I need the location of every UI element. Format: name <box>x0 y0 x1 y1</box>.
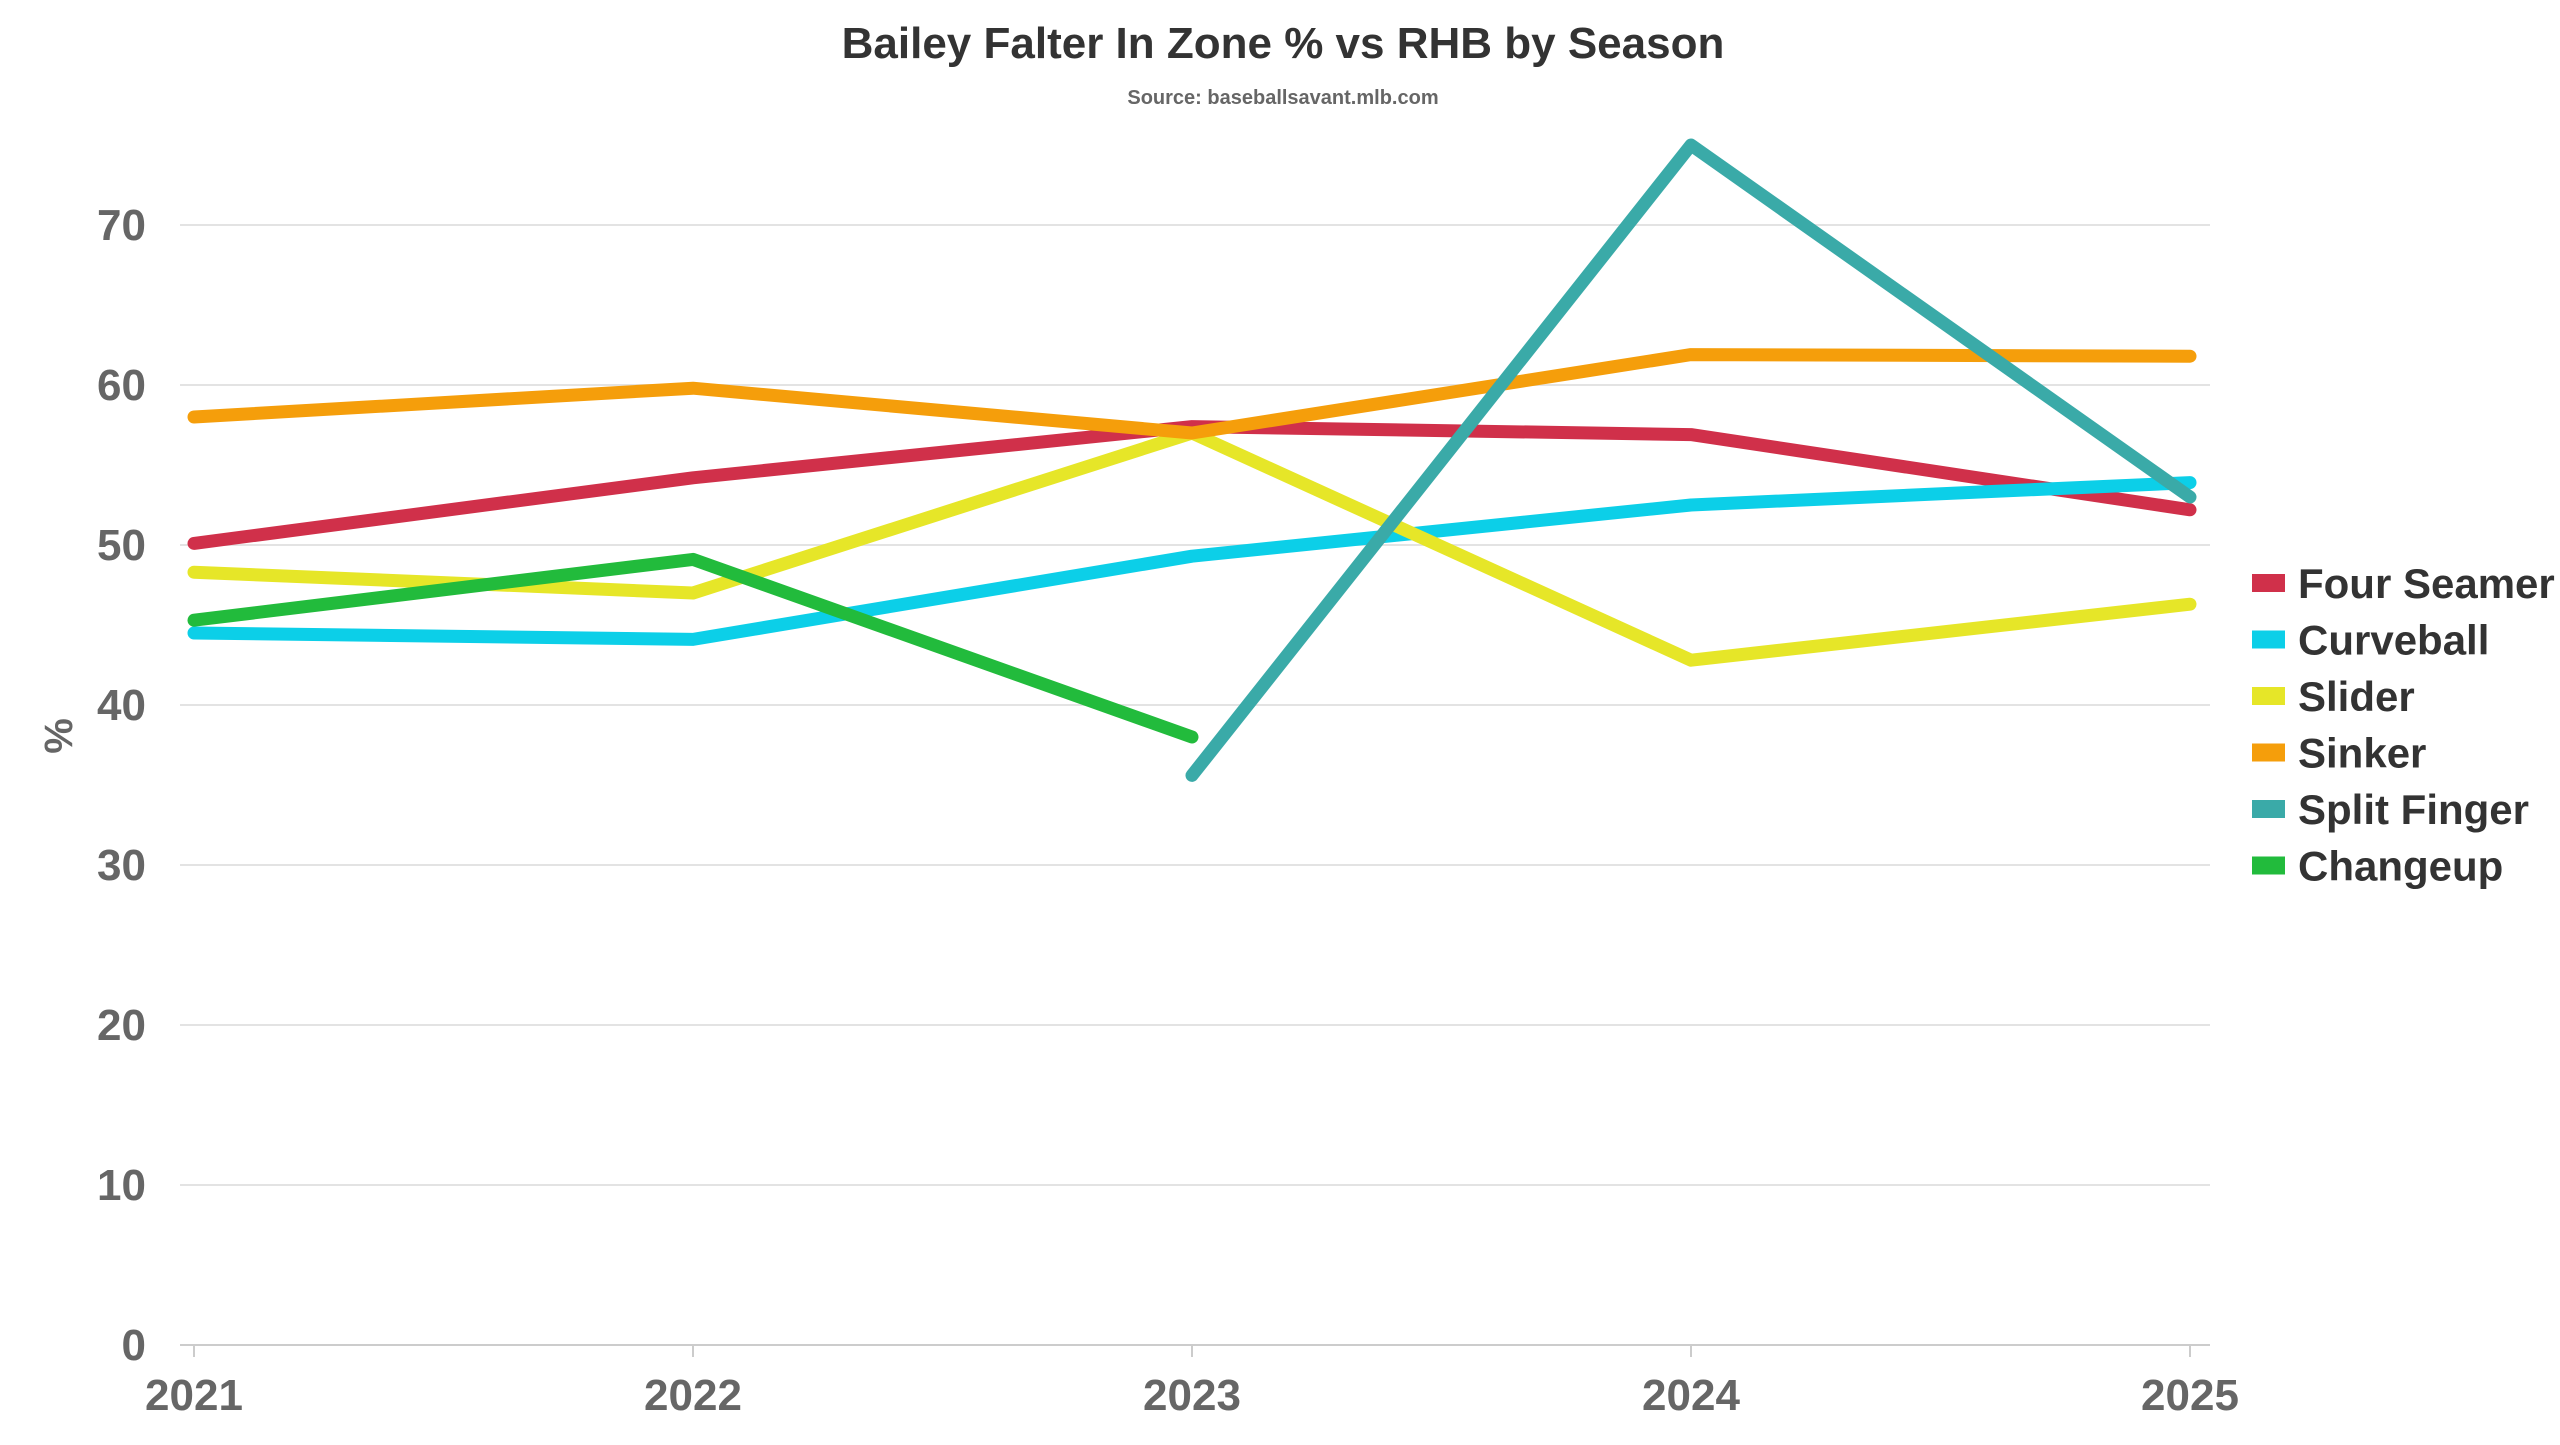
legend-label-slider: Slider <box>2298 673 2415 720</box>
legend-label-split-finger: Split Finger <box>2298 786 2529 833</box>
legend-label-sinker: Sinker <box>2298 730 2426 777</box>
gridlines <box>180 224 2210 1346</box>
legend-label-four-seamer: Four Seamer <box>2298 560 2555 607</box>
x-tick-label: 2021 <box>145 1371 243 1420</box>
legend-swatch-curveball <box>2252 630 2285 649</box>
x-axis-ticks: 2021 2022 2023 2024 2025 <box>145 1345 2239 1420</box>
legend-swatch-changeup <box>2252 856 2285 875</box>
legend-swatch-four-seamer <box>2252 574 2285 592</box>
x-tick-label: 2024 <box>1642 1371 1740 1420</box>
y-tick-label: 50 <box>97 521 146 570</box>
y-tick-label: 40 <box>97 681 146 730</box>
series-line-split-finger <box>1185 138 2197 782</box>
y-tick-label: 0 <box>122 1321 146 1370</box>
legend-swatch-sinker <box>2252 743 2285 762</box>
x-tick-label: 2023 <box>1143 1371 1241 1420</box>
legend-label-curveball: Curveball <box>2298 617 2489 664</box>
legend-swatch-split-finger <box>2252 800 2285 818</box>
x-tick-label: 2025 <box>2141 1371 2239 1420</box>
series-lines <box>187 138 2197 782</box>
y-tick-label: 30 <box>97 841 146 890</box>
x-tick-label: 2022 <box>644 1371 742 1420</box>
legend: Four Seamer Curveball Slider Sinker Split Fi… <box>2252 560 2555 890</box>
y-tick-label: 10 <box>97 1161 146 1210</box>
series-line-curveball <box>187 476 2197 646</box>
y-tick-label: 70 <box>97 201 146 250</box>
legend-swatch-slider <box>2252 687 2285 705</box>
y-tick-label: 60 <box>97 361 146 410</box>
legend-label-changeup: Changeup <box>2298 843 2503 890</box>
series-line-four-seamer <box>187 420 2197 550</box>
series-line-changeup <box>187 552 1199 744</box>
chart-title: Bailey Falter In Zone % vs RHB by Season <box>842 19 1725 68</box>
chart-subtitle: Source: baseballsavant.mlb.com <box>1127 87 1438 109</box>
series-line-sinker <box>187 348 2197 440</box>
y-axis-label: % <box>37 718 81 754</box>
y-axis-ticks: 0 10 20 30 40 50 60 70 <box>97 201 146 1370</box>
y-tick-label: 20 <box>97 1001 146 1050</box>
